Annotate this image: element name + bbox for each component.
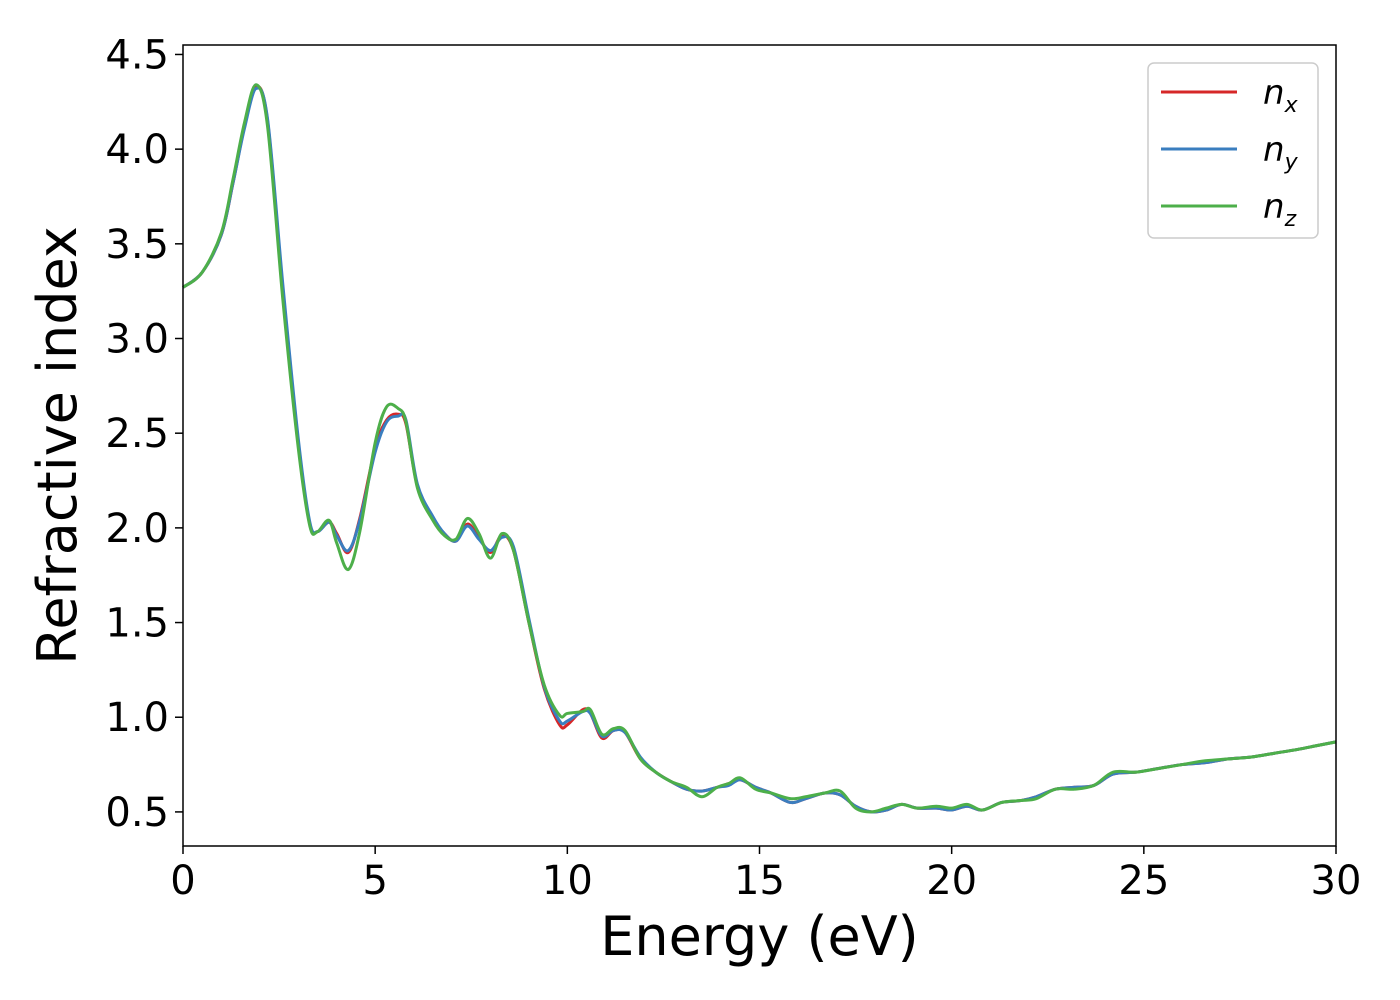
y-tick-label: 1.5 <box>105 601 169 647</box>
x-tick-label: 20 <box>926 858 977 904</box>
y-tick-label: 2.0 <box>105 506 169 552</box>
legend-label-nz: nz <box>1263 187 1297 232</box>
series-line-nz <box>182 83 1337 814</box>
y-tick-label: 2.5 <box>105 411 169 457</box>
y-tick-label: 0.5 <box>105 790 169 836</box>
y-tick-label: 1.0 <box>105 695 169 741</box>
legend-label-ny: ny <box>1263 130 1299 175</box>
y-tick-label: 3.5 <box>105 222 169 268</box>
x-tick-label: 5 <box>362 858 387 904</box>
ticks-layer: 0 5 10 15 20 25 30 0.5 1.0 1.5 2.0 2.5 3.0 3.5 4.0 4.5 <box>105 32 1361 904</box>
y-tick-label: 3.0 <box>105 317 169 363</box>
series-layer <box>182 83 1337 814</box>
x-tick-label: 15 <box>734 858 785 904</box>
legend-label-nx: nx <box>1263 73 1299 118</box>
x-axis-title: Energy (eV) <box>600 905 919 968</box>
x-tick-label: 10 <box>542 858 593 904</box>
x-tick-label: 0 <box>170 858 195 904</box>
y-tick-label: 4.0 <box>105 127 169 173</box>
legend: nx ny nz <box>1147 62 1319 239</box>
x-tick-label: 30 <box>1311 858 1362 904</box>
y-axis-title: Refractive index <box>26 226 89 665</box>
x-tick-label: 25 <box>1118 858 1169 904</box>
y-tick-label: 4.5 <box>105 32 169 78</box>
